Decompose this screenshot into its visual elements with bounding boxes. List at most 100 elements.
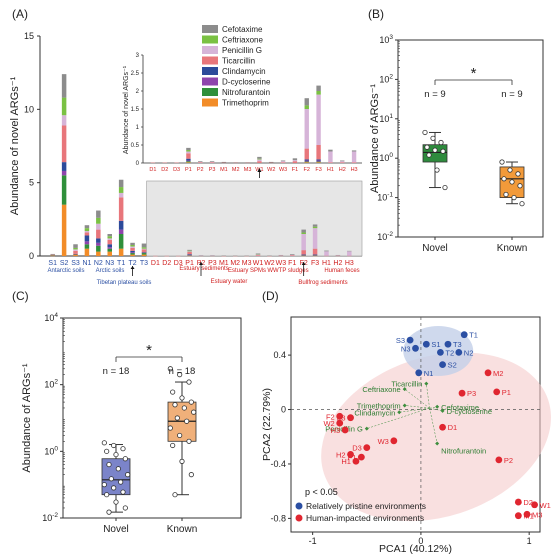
a-legend-label: Penicillin G <box>222 46 262 55</box>
a-bar-segment <box>96 210 101 218</box>
a-bar-segment <box>187 252 192 255</box>
a-bar-segment <box>107 247 112 249</box>
a-inset-bar-segment <box>316 85 321 91</box>
d-sample-label: F2 <box>326 412 335 421</box>
a-bar-segment <box>73 253 78 255</box>
a-inset-bar-segment <box>280 161 286 163</box>
a-bar-segment <box>312 248 318 255</box>
c-data-point <box>186 379 192 385</box>
d-sample-point <box>390 437 398 445</box>
d-sample-point <box>444 340 452 348</box>
a-bar-segment <box>73 247 78 250</box>
a-x-tick-label: P1 <box>185 260 194 267</box>
d-sample-label: D3 <box>352 444 362 453</box>
b-y-tick-label: 102 <box>379 73 393 84</box>
c-data-point <box>188 399 194 405</box>
d-sample-point <box>460 331 468 339</box>
d-loading-marker <box>402 387 407 392</box>
a-inset-bar-segment <box>316 162 321 163</box>
d-loading-arrow <box>399 407 430 413</box>
a-y-tick-label: 15 <box>24 31 34 41</box>
c-data-point <box>101 482 107 488</box>
panel-label-d: (D) <box>262 289 279 303</box>
b-count-label: n = 9 <box>501 89 522 100</box>
a-bar-segment <box>61 115 67 126</box>
a-bar-segment <box>141 248 147 250</box>
a-bar-segment <box>301 229 306 233</box>
b-data-point <box>426 152 432 158</box>
d-sample-point <box>455 348 463 356</box>
a-group-label: Human feces <box>324 268 359 274</box>
a-inset-x-tick-label: M2 <box>232 167 240 173</box>
d-sample-label: S2 <box>448 361 457 370</box>
a-legend-swatch <box>202 67 218 75</box>
b-data-point <box>442 184 448 191</box>
a-x-tick-label: F3 <box>311 260 319 267</box>
b-y-tick-label: 10-2 <box>377 231 393 242</box>
a-x-tick-label: M2 <box>230 260 240 267</box>
c-data-point <box>115 466 121 472</box>
a-arrowhead <box>301 262 306 265</box>
d-sample-label: T3 <box>453 340 462 349</box>
b-data-point <box>440 148 446 154</box>
a-bar-segment <box>84 248 90 256</box>
a-inset-bar-segment <box>328 151 333 163</box>
a-bar-segment <box>130 253 135 255</box>
a-bar-segment <box>118 187 124 193</box>
d-legend-marker <box>295 502 303 510</box>
d-human-impacted-ellipse <box>321 352 551 522</box>
b-y-tick-label: 10-1 <box>377 192 393 203</box>
a-bar-segment <box>301 250 306 255</box>
a-x-tick-label: D2 <box>162 260 171 267</box>
d-sample-label: T2 <box>445 348 454 357</box>
a-inset-bar-segment <box>257 158 262 160</box>
a-inset-y-tick-label: 0 <box>136 161 140 167</box>
a-x-tick-label: T2 <box>128 260 136 267</box>
a-bar-segment <box>141 243 147 248</box>
b-y-tick-label: 101 <box>379 113 393 124</box>
d-sample-label: T1 <box>469 331 478 340</box>
a-inset-bar-segment <box>221 161 227 163</box>
a-inset-bar-segment <box>304 98 309 106</box>
a-inset-bar-segment <box>269 161 274 163</box>
c-data-point <box>186 438 192 444</box>
a-x-tick-label: M1 <box>219 260 229 267</box>
a-bar-segment <box>141 253 147 255</box>
a-x-tick-label: M3 <box>242 260 252 267</box>
a-bar-segment <box>130 245 135 247</box>
c-y-tick-exponent: 4 <box>54 312 58 319</box>
a-x-tick-label: S2 <box>60 260 69 267</box>
c-data-point <box>188 472 194 478</box>
d-sample-point <box>495 456 503 464</box>
d-y-tick-label: 0.4 <box>273 350 286 360</box>
d-sample-label: W1 <box>540 501 551 510</box>
c-y-axis-label: Abundance of ARGs⁻¹ <box>21 363 33 472</box>
d-sample-point <box>406 336 414 344</box>
a-bar-segment <box>118 220 124 230</box>
a-bar-segment <box>312 226 318 229</box>
b-count-label: n = 9 <box>424 89 445 100</box>
d-y-tick-label: -0.4 <box>270 459 286 469</box>
a-inset-bar-segment <box>328 149 333 152</box>
a-inset-bar-segment <box>186 151 191 154</box>
a-inset-bar-segment <box>304 105 309 109</box>
d-loading-label: D-cycloserine <box>447 407 492 416</box>
b-data-point <box>507 167 513 173</box>
a-bar-segment <box>96 245 101 252</box>
d-sample-point <box>363 444 371 452</box>
a-inset-x-tick-label: D1 <box>149 167 156 173</box>
a-inset-x-tick-label: P3 <box>209 167 216 173</box>
a-bar-segment <box>61 125 67 163</box>
a-legend-label: Clindamycin <box>222 67 266 76</box>
d-sample-point <box>531 501 538 509</box>
a-bar-segment <box>61 175 67 205</box>
d-sample-point <box>336 419 344 427</box>
a-inset-bar-segment <box>316 94 321 145</box>
d-sample-label: F1 <box>348 453 357 462</box>
a-x-tick-label: W1 <box>253 260 264 267</box>
a-bar-segment <box>187 251 192 253</box>
panel-label-b: (B) <box>368 7 384 21</box>
a-bar-segment <box>187 249 192 251</box>
a-inset-arrowhead <box>257 168 262 172</box>
